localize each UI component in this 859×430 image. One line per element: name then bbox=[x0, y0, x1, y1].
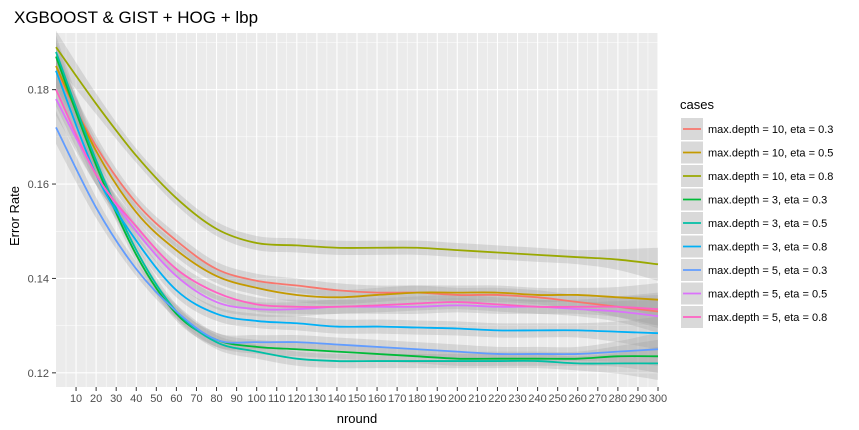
x-tick-label: 220 bbox=[488, 393, 506, 405]
confidence-bands bbox=[56, 30, 658, 380]
x-tick-label: 270 bbox=[589, 393, 607, 405]
series-band bbox=[56, 82, 658, 333]
x-tick-label: 190 bbox=[428, 393, 446, 405]
legend-label: max.depth = 3, eta = 0.8 bbox=[708, 242, 827, 254]
chart-title: XGBOOST & GIST + HOG + lbp bbox=[14, 8, 258, 27]
x-tick-label: 90 bbox=[230, 393, 242, 405]
legend: cases max.depth = 10, eta = 0.3 max.depth… bbox=[680, 97, 833, 328]
x-tick-label: 280 bbox=[609, 393, 627, 405]
series-band bbox=[56, 54, 658, 329]
x-tick-label: 60 bbox=[170, 393, 182, 405]
x-tick-label: 250 bbox=[548, 393, 566, 405]
legend-label: max.depth = 3, eta = 0.5 bbox=[708, 218, 827, 230]
x-tick-label: 170 bbox=[388, 393, 406, 405]
y-axis: 0.12 0.14 0.16 0.18 bbox=[28, 85, 56, 380]
x-tick-label: 290 bbox=[629, 393, 647, 405]
x-tick-label: 110 bbox=[268, 393, 286, 405]
legend-label: max.depth = 10, eta = 0.5 bbox=[708, 148, 833, 160]
x-tick-label: 30 bbox=[110, 393, 122, 405]
x-tick-label: 130 bbox=[308, 393, 326, 405]
legend-label: max.depth = 3, eta = 0.3 bbox=[708, 195, 827, 207]
legend-label: max.depth = 5, eta = 0.8 bbox=[708, 312, 827, 324]
x-tick-label: 300 bbox=[649, 393, 667, 405]
x-tick-label: 210 bbox=[468, 393, 486, 405]
legend-title: cases bbox=[680, 97, 714, 112]
x-tick-label: 150 bbox=[348, 393, 366, 405]
x-tick-label: 240 bbox=[528, 393, 546, 405]
y-tick-label: 0.12 bbox=[28, 368, 49, 380]
series-lines bbox=[55, 46, 659, 365]
legend-label: max.depth = 5, eta = 0.3 bbox=[708, 265, 827, 277]
y-axis-title: Error Rate bbox=[7, 186, 22, 246]
x-tick-label: 70 bbox=[190, 393, 202, 405]
series-band bbox=[56, 73, 658, 326]
x-tick-label: 80 bbox=[210, 393, 222, 405]
y-tick-label: 0.14 bbox=[28, 273, 49, 285]
grid-major bbox=[56, 33, 659, 387]
x-tick-label: 140 bbox=[328, 393, 346, 405]
series-band bbox=[56, 30, 658, 281]
x-tick-label: 180 bbox=[408, 393, 426, 405]
legend-label: max.depth = 5, eta = 0.5 bbox=[708, 289, 827, 301]
series-line bbox=[55, 51, 658, 365]
x-tick-label: 260 bbox=[569, 393, 587, 405]
x-tick-label: 120 bbox=[288, 393, 306, 405]
series-line bbox=[55, 46, 659, 266]
series-line bbox=[55, 70, 659, 335]
x-tick-label: 100 bbox=[247, 393, 265, 405]
y-tick-label: 0.16 bbox=[28, 179, 49, 191]
y-tick-label: 0.18 bbox=[28, 85, 49, 97]
legend-label: max.depth = 10, eta = 0.3 bbox=[708, 124, 833, 136]
series-line bbox=[55, 126, 659, 356]
x-tick-label: 10 bbox=[70, 393, 82, 405]
x-tick-label: 20 bbox=[90, 393, 102, 405]
x-tick-label: 200 bbox=[448, 393, 466, 405]
series-line bbox=[55, 89, 659, 311]
series-line bbox=[55, 70, 659, 313]
legend-label: max.depth = 10, eta = 0.8 bbox=[708, 171, 833, 183]
series-line bbox=[55, 56, 659, 360]
x-axis-title: nround bbox=[337, 411, 377, 426]
x-axis: 10 20 30 40 50 60 70 80 90 100 110 120 130 140 150 160 1… bbox=[70, 387, 667, 405]
series-line bbox=[55, 65, 659, 301]
series-band bbox=[56, 49, 658, 317]
x-tick-label: 40 bbox=[130, 393, 142, 405]
x-tick-label: 50 bbox=[150, 393, 162, 405]
x-tick-label: 160 bbox=[368, 393, 386, 405]
x-tick-label: 230 bbox=[508, 393, 526, 405]
